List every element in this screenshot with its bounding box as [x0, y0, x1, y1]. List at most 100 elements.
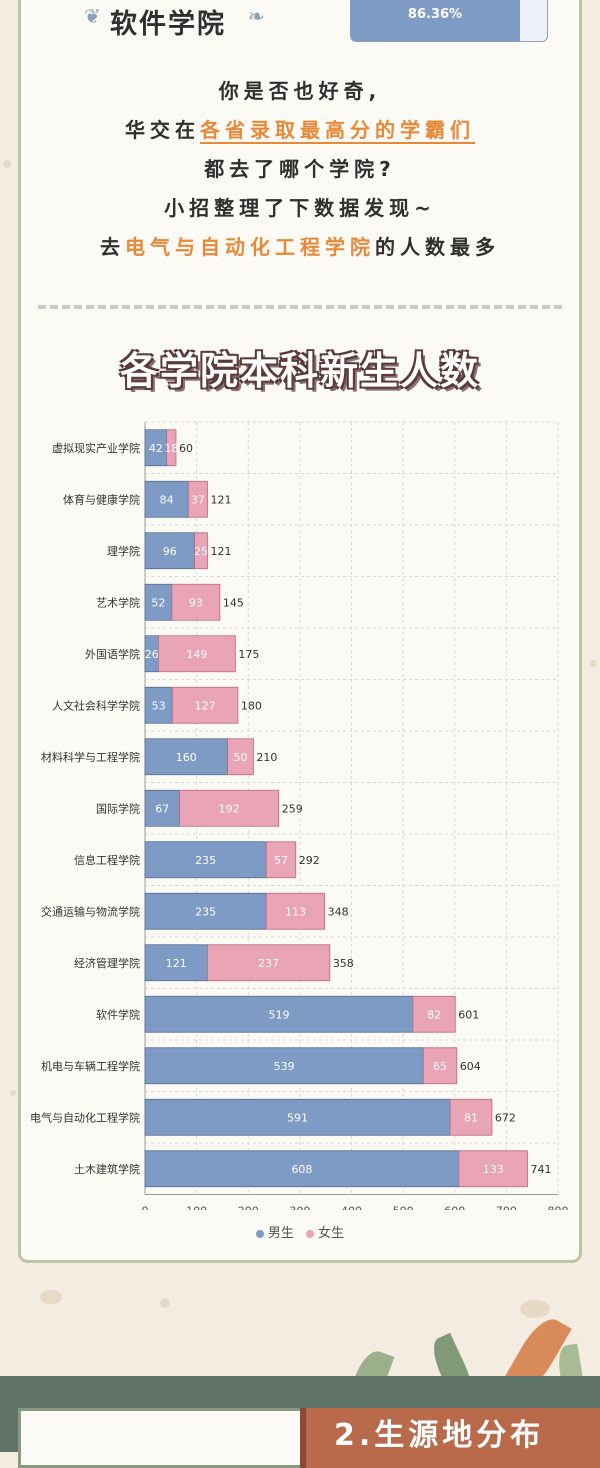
bar-male	[144, 1098, 451, 1136]
category-label: 国际学院	[96, 801, 140, 815]
bar-female	[158, 635, 236, 673]
intro-line-3: 都去了哪个学院?	[204, 157, 396, 181]
data-label-male: 235	[195, 905, 216, 918]
bg-dot	[520, 1300, 550, 1318]
bar-male	[144, 738, 228, 776]
category-label: 理学院	[107, 544, 140, 558]
category-label: 软件学院	[96, 1007, 140, 1021]
data-label-male: 608	[291, 1163, 312, 1176]
data-label-male: 591	[287, 1111, 308, 1124]
category-label: 人文社会科学学院	[52, 698, 140, 712]
data-label-female: 149	[186, 648, 207, 661]
data-label-total: 292	[299, 854, 320, 867]
bg-dot	[160, 1298, 170, 1308]
category-label: 信息工程学院	[74, 853, 140, 867]
x-tick-label: 500	[393, 1205, 414, 1211]
category-label: 外国语学院	[85, 647, 140, 661]
intro-line-2: 华交在各省录取最高分的学霸们	[20, 111, 580, 150]
x-tick-label: 100	[186, 1205, 207, 1211]
data-label-total: 741	[531, 1163, 552, 1176]
x-tick-label: 300	[289, 1205, 310, 1211]
bar-female	[265, 892, 326, 930]
legend-label-male: 男生	[267, 1226, 294, 1241]
legend-dot-female	[306, 1229, 315, 1238]
bar-male	[144, 583, 173, 621]
intro-line-4: 小招整理了下数据发现~	[164, 196, 436, 220]
bar-female	[265, 841, 297, 879]
bar-male	[144, 1047, 424, 1085]
data-label-female: 81	[464, 1111, 478, 1124]
data-label-female: 57	[274, 854, 288, 867]
section-heading: 2.生源地分布	[300, 1408, 600, 1468]
bar-male	[144, 944, 208, 982]
data-label-female: 237	[258, 957, 279, 970]
percent-bar: 86.36%	[350, 0, 548, 42]
category-label: 经济管理学院	[74, 956, 140, 970]
category-label: 材料科学与工程学院	[41, 750, 140, 764]
category-label: 交通运输与物流学院	[41, 904, 140, 918]
data-label-male: 539	[274, 1060, 295, 1073]
data-label-total: 175	[238, 648, 259, 661]
bar-female	[412, 995, 456, 1033]
intro-line-2-pre: 华交在	[125, 118, 200, 142]
legend-label-female: 女生	[318, 1226, 345, 1241]
ornament-right-icon: ❧	[248, 4, 265, 28]
data-label-female: 82	[427, 1008, 441, 1021]
dashed-divider	[38, 305, 562, 309]
data-label-male: 96	[163, 545, 177, 558]
intro-line-5-post: 的人数最多	[375, 235, 500, 259]
intro-text: 你是否也好奇, 华交在各省录取最高分的学霸们 都去了哪个学院? 小招整理了下数据…	[20, 72, 580, 267]
bg-dot	[10, 1090, 16, 1096]
data-label-male: 53	[152, 699, 166, 712]
data-label-total: 210	[256, 751, 277, 764]
data-label-female: 37	[191, 493, 205, 506]
data-label-total: 672	[495, 1111, 516, 1124]
percent-text: 86.36%	[407, 7, 463, 22]
intro-line-5: 去电气与自动化工程学院的人数最多	[20, 228, 580, 267]
x-tick-label: 800	[548, 1205, 569, 1211]
ornament-left-icon: ❦	[84, 4, 101, 28]
data-label-female: 192	[219, 802, 240, 815]
data-label-female: 133	[483, 1163, 504, 1176]
bar-female	[187, 480, 208, 518]
category-label: 艺术学院	[96, 595, 140, 609]
data-label-female: 113	[285, 905, 306, 918]
data-label-total: 601	[458, 1008, 479, 1021]
chart-legend: 男生 女生	[0, 1222, 600, 1241]
intro-line-5-highlight: 电气与自动化工程学院	[125, 235, 375, 259]
bar-female	[171, 686, 239, 724]
bg-dot	[3, 160, 11, 168]
data-label-male: 26	[145, 648, 159, 661]
bar-female	[207, 944, 331, 982]
bar-female	[227, 738, 254, 776]
x-tick-label: 400	[341, 1205, 362, 1211]
data-label-total: 604	[460, 1060, 481, 1073]
bar-male	[144, 789, 180, 827]
bar-male	[144, 892, 267, 930]
legend-dot-male	[255, 1229, 264, 1238]
data-label-female: 93	[189, 596, 203, 609]
category-label: 土木建筑学院	[74, 1162, 140, 1176]
bar-female	[458, 1150, 528, 1188]
data-label-total: 348	[328, 905, 349, 918]
bg-dot	[590, 660, 597, 667]
category-label: 体育与健康学院	[63, 492, 140, 506]
data-label-male: 121	[166, 957, 187, 970]
data-label-total: 145	[223, 596, 244, 609]
x-tick-label: 600	[444, 1205, 465, 1211]
chart-title: 各学院本科新生人数	[119, 349, 480, 393]
data-label-male: 84	[160, 493, 174, 506]
category-label: 机电与车辆工程学院	[41, 1059, 140, 1073]
data-label-male: 42	[149, 442, 163, 455]
bar-male	[144, 841, 267, 879]
legend-item-female: 女生	[306, 1226, 344, 1241]
data-label-male: 160	[176, 751, 197, 764]
bar-female	[179, 789, 280, 827]
x-tick-label: 200	[238, 1205, 259, 1211]
data-label-total: 121	[210, 545, 231, 558]
data-label-total: 358	[333, 957, 354, 970]
category-label: 虚拟现实产业学院	[52, 441, 140, 455]
bar-female	[422, 1047, 458, 1085]
bar-male	[144, 1150, 460, 1188]
